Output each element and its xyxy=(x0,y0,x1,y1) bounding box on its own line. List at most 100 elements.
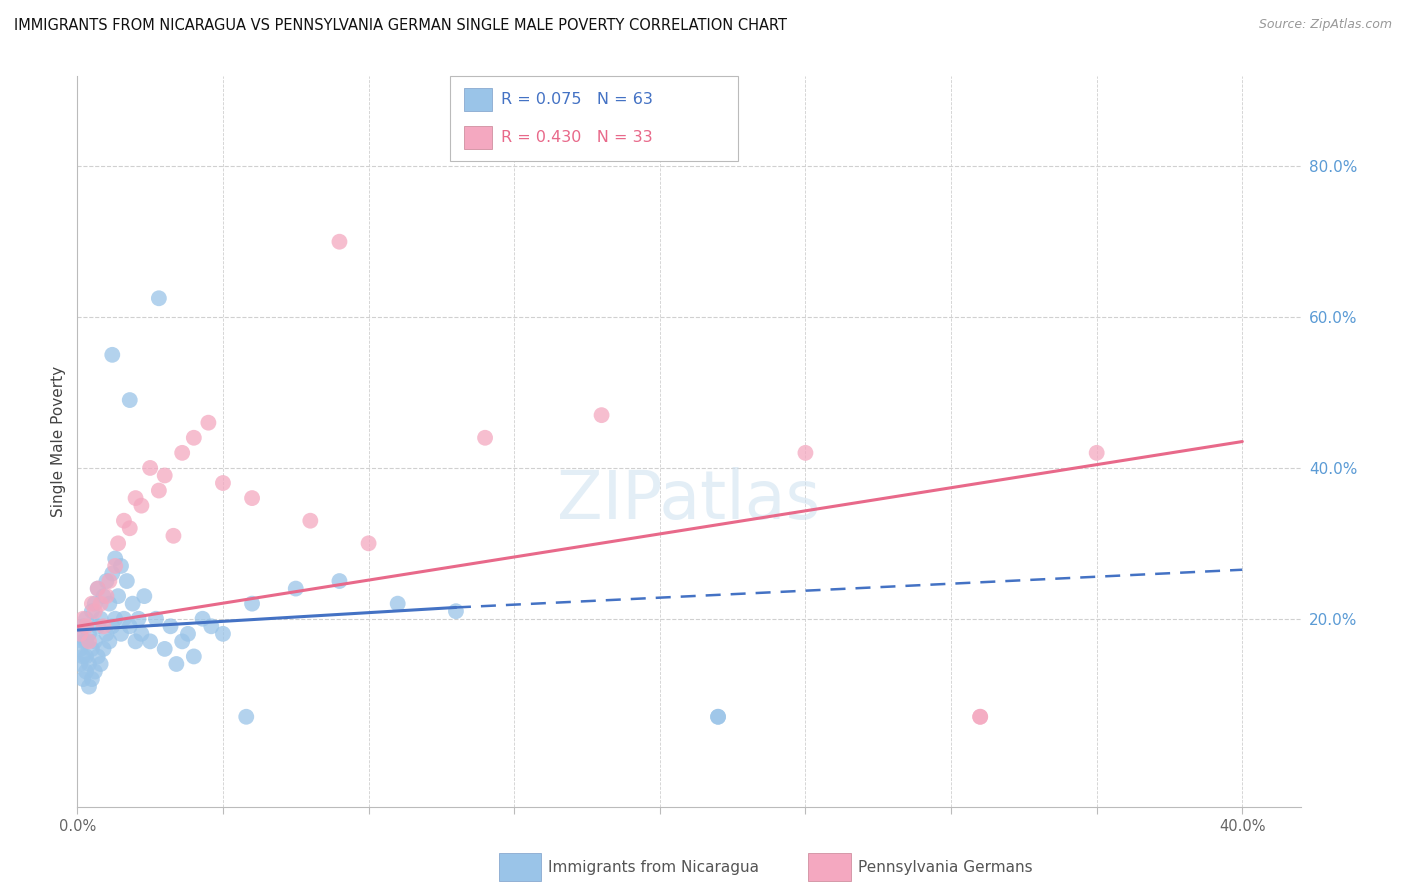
Point xyxy=(80,604,103,618)
Point xyxy=(80,597,103,611)
Point xyxy=(240,491,263,505)
Point xyxy=(104,558,127,573)
Point xyxy=(139,461,162,475)
Point xyxy=(98,634,121,648)
Point xyxy=(93,619,115,633)
Text: IMMIGRANTS FROM NICARAGUA VS PENNSYLVANIA GERMAN SINGLE MALE POVERTY CORRELATION: IMMIGRANTS FROM NICARAGUA VS PENNSYLVANI… xyxy=(14,18,787,33)
Point xyxy=(474,431,496,445)
Text: Pennsylvania Germans: Pennsylvania Germans xyxy=(858,860,1032,874)
Point xyxy=(118,393,141,408)
Text: R = 0.075   N = 63: R = 0.075 N = 63 xyxy=(501,93,652,107)
Point xyxy=(444,604,467,618)
Point xyxy=(121,597,143,611)
Point xyxy=(387,597,409,611)
Text: Immigrants from Nicaragua: Immigrants from Nicaragua xyxy=(548,860,759,874)
Point xyxy=(75,649,97,664)
Text: ZIPatlas: ZIPatlas xyxy=(557,467,821,533)
Point xyxy=(72,619,94,633)
Point xyxy=(101,566,124,581)
Point xyxy=(69,627,91,641)
Point xyxy=(77,680,100,694)
Point xyxy=(794,446,817,460)
Point xyxy=(87,582,110,596)
Point xyxy=(75,619,97,633)
Point xyxy=(118,619,141,633)
Point xyxy=(1085,446,1108,460)
Point xyxy=(90,657,112,671)
Text: R = 0.430   N = 33: R = 0.430 N = 33 xyxy=(501,130,652,145)
Point xyxy=(80,641,103,656)
Point xyxy=(87,619,110,633)
Point xyxy=(75,665,97,679)
Point xyxy=(183,431,205,445)
Point xyxy=(93,641,115,656)
Point xyxy=(83,634,105,648)
Point xyxy=(357,536,380,550)
Point xyxy=(591,408,613,422)
Point xyxy=(104,612,127,626)
Point xyxy=(104,551,127,566)
Point xyxy=(235,710,257,724)
Point xyxy=(131,499,153,513)
Point xyxy=(77,634,100,648)
Point xyxy=(200,619,222,633)
Point xyxy=(139,634,162,648)
Point xyxy=(969,710,991,724)
Point xyxy=(212,627,235,641)
Point xyxy=(77,627,100,641)
Point xyxy=(165,657,187,671)
Point xyxy=(177,627,200,641)
Point xyxy=(101,619,124,633)
Point xyxy=(191,612,214,626)
Point xyxy=(107,536,129,550)
Point xyxy=(145,612,167,626)
Point xyxy=(118,521,141,535)
Point xyxy=(107,589,129,603)
Point xyxy=(112,612,135,626)
Point xyxy=(77,657,100,671)
Point xyxy=(72,649,94,664)
Point xyxy=(328,574,350,588)
Point xyxy=(183,649,205,664)
Point xyxy=(72,612,94,626)
Point xyxy=(96,574,118,588)
Point xyxy=(110,558,132,573)
Point xyxy=(75,612,97,626)
Point xyxy=(69,627,91,641)
Point xyxy=(98,597,121,611)
Point xyxy=(101,348,124,362)
Point xyxy=(69,641,91,656)
Point xyxy=(90,612,112,626)
Point xyxy=(969,710,991,724)
Point xyxy=(148,291,170,305)
Text: Source: ZipAtlas.com: Source: ZipAtlas.com xyxy=(1258,18,1392,31)
Point xyxy=(75,634,97,648)
Point xyxy=(153,468,176,483)
Point xyxy=(83,604,105,618)
Point xyxy=(80,672,103,686)
Point xyxy=(162,529,184,543)
Point xyxy=(197,416,219,430)
Point xyxy=(131,627,153,641)
Point xyxy=(83,597,105,611)
Point xyxy=(96,589,118,603)
Point xyxy=(128,612,150,626)
Point xyxy=(707,710,730,724)
Point xyxy=(93,589,115,603)
Y-axis label: Single Male Poverty: Single Male Poverty xyxy=(51,366,66,517)
Point xyxy=(212,475,235,490)
Point xyxy=(159,619,181,633)
Point xyxy=(87,649,110,664)
Point xyxy=(299,514,322,528)
Point xyxy=(153,641,176,656)
Point xyxy=(90,597,112,611)
Point xyxy=(707,710,730,724)
Point xyxy=(115,574,138,588)
Point xyxy=(98,574,121,588)
Point xyxy=(112,514,135,528)
Point xyxy=(134,589,156,603)
Point xyxy=(172,446,194,460)
Point xyxy=(96,627,118,641)
Point xyxy=(87,582,110,596)
Point xyxy=(148,483,170,498)
